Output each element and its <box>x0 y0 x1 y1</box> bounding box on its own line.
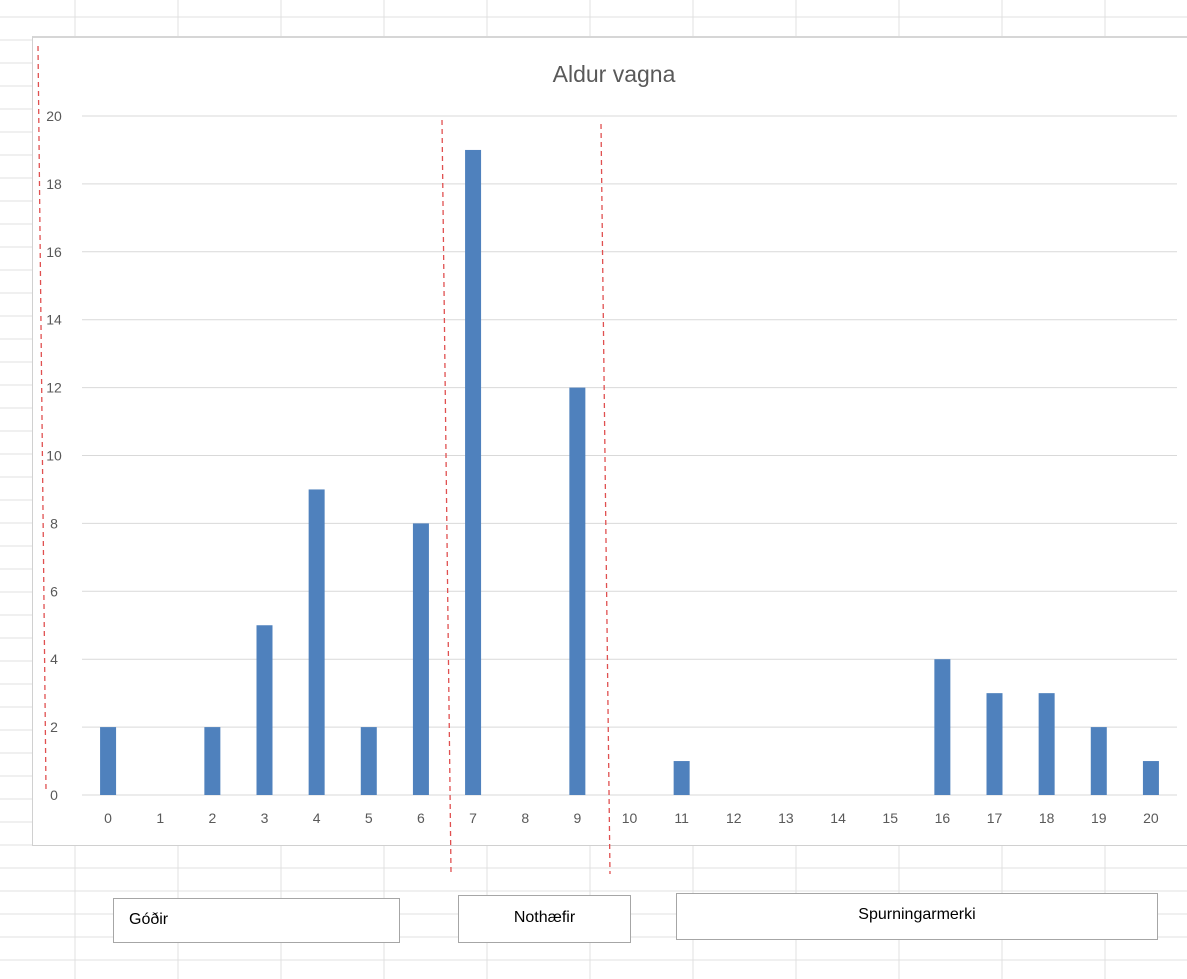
bar-7 <box>465 149 482 795</box>
x-tick-label: 17 <box>987 810 1003 826</box>
bar-2 <box>204 727 221 795</box>
x-tick-label: 9 <box>573 810 581 826</box>
x-tick-label: 3 <box>261 810 269 826</box>
annotation-questionable-label: Spurningarmerki <box>858 906 976 923</box>
x-tick-label: 18 <box>1039 810 1055 826</box>
bar-6 <box>412 523 429 795</box>
x-tick-label: 16 <box>935 810 951 826</box>
bar-3 <box>256 625 273 795</box>
bar-16 <box>934 659 951 795</box>
category-dividers <box>37 45 611 875</box>
y-tick-label: 6 <box>50 583 58 599</box>
bar-5 <box>360 727 377 795</box>
divider-left <box>37 45 47 791</box>
annotation-good[interactable]: Góðir <box>113 898 400 943</box>
annotation-usable[interactable]: Nothæfir <box>458 895 631 943</box>
y-tick-label: 8 <box>50 515 58 531</box>
x-tick-label: 15 <box>882 810 898 826</box>
bar-0 <box>100 727 117 795</box>
x-tick-label: 14 <box>830 810 846 826</box>
x-tick-label: 4 <box>313 810 321 826</box>
bar-19 <box>1090 727 1107 795</box>
x-tick-label: 5 <box>365 810 373 826</box>
x-tick-label: 20 <box>1143 810 1159 826</box>
x-tick-label: 2 <box>208 810 216 826</box>
x-tick-label: 0 <box>104 810 112 826</box>
y-tick-label: 16 <box>46 244 62 260</box>
y-tick-label: 10 <box>46 448 62 464</box>
y-tick-label: 0 <box>50 787 58 803</box>
divider-good-usable <box>441 119 452 873</box>
bar-11 <box>673 761 690 795</box>
y-tick-label: 20 <box>46 108 62 124</box>
annotation-usable-label: Nothæfir <box>513 909 576 926</box>
annotation-questionable[interactable]: Spurningarmerki <box>676 893 1158 940</box>
x-axis-tick-labels: 0 1 2 3 4 5 6 7 8 9 10 11 12 13 14 15 16 17 18 19 20 <box>104 810 1159 826</box>
x-tick-label: 7 <box>469 810 477 826</box>
chart-gridlines <box>82 115 1177 796</box>
bar-20 <box>1142 761 1159 795</box>
x-tick-label: 11 <box>674 810 689 826</box>
x-tick-label: 19 <box>1091 810 1107 826</box>
annotation-good-label: Góðir <box>129 911 169 928</box>
bar-4 <box>308 489 325 795</box>
bar-9 <box>569 387 586 795</box>
bar-17 <box>986 693 1003 795</box>
y-tick-label: 18 <box>46 176 62 192</box>
y-tick-label: 14 <box>46 312 62 328</box>
x-tick-label: 8 <box>521 810 529 826</box>
chart-title: Aldur vagna <box>553 61 676 87</box>
y-tick-label: 12 <box>46 380 62 396</box>
x-tick-label: 13 <box>778 810 794 826</box>
x-tick-label: 10 <box>622 810 638 826</box>
bar-18 <box>1038 693 1055 795</box>
y-tick-label: 2 <box>50 719 58 735</box>
y-axis-tick-labels: 0 2 4 6 8 10 12 14 16 18 20 <box>46 108 62 803</box>
x-tick-label: 12 <box>726 810 742 826</box>
divider-usable-question <box>600 123 611 875</box>
chart-bars <box>100 149 1159 795</box>
x-tick-label: 6 <box>417 810 425 826</box>
y-tick-label: 4 <box>50 651 58 667</box>
x-tick-label: 1 <box>156 810 164 826</box>
